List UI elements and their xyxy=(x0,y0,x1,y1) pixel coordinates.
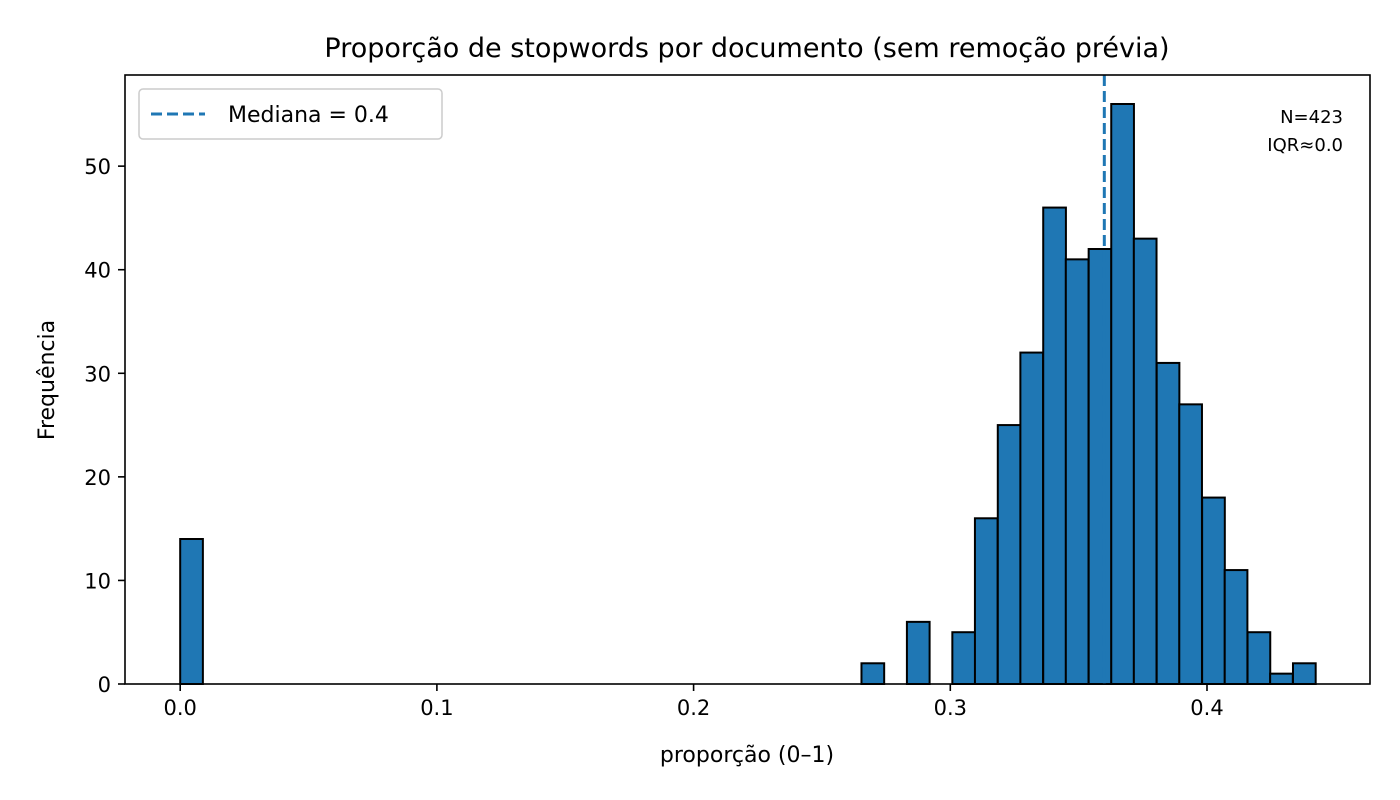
histogram-bar-10 xyxy=(1110,103,1135,685)
histogram-bar-4 xyxy=(973,517,999,685)
chart-title: Proporção de stopwords por documento (se… xyxy=(324,33,1169,64)
histogram-bar-9 xyxy=(1087,248,1113,685)
histogram-bar-8 xyxy=(1064,258,1090,685)
x-tick-label-0: 0.0 xyxy=(163,696,196,720)
y-tick-label-4: 40 xyxy=(84,259,111,283)
histogram-bar-14 xyxy=(1201,496,1226,686)
y-tick-label-0: 0 xyxy=(98,673,111,697)
y-axis-ticks: 0 10 20 30 40 50 xyxy=(84,155,125,697)
histogram-bar-17 xyxy=(1269,672,1294,686)
y-tick-label-2: 20 xyxy=(84,466,111,490)
y-tick-label-1: 10 xyxy=(84,569,111,593)
legend-box xyxy=(138,88,443,140)
histogram-bar-7 xyxy=(1042,206,1067,685)
legend: Mediana = 0.4 xyxy=(138,88,443,140)
y-tick-label-5: 50 xyxy=(84,155,111,179)
plot-frame xyxy=(124,74,1371,685)
histogram-bar-3 xyxy=(951,631,977,686)
histogram-bar-15 xyxy=(1223,569,1249,685)
histogram-bar-6 xyxy=(1019,351,1045,685)
x-tick-label-3: 0.3 xyxy=(934,696,967,720)
histogram-bar-1 xyxy=(860,662,886,685)
y-tick-label-3: 30 xyxy=(84,362,111,386)
annotation-iqr: IQR≈0.0 xyxy=(1267,135,1343,156)
histogram-bar-13 xyxy=(1178,403,1203,685)
histogram-bar-12 xyxy=(1155,361,1181,685)
x-tick-label-1: 0.1 xyxy=(420,696,453,720)
histogram-bar-0 xyxy=(179,538,204,685)
histogram-bar-5 xyxy=(996,424,1022,685)
x-axis-ticks: 0.0 0.1 0.2 0.3 0.4 xyxy=(163,684,1224,720)
y-axis-label: Frequência xyxy=(35,320,60,440)
x-axis-label: proporção (0–1) xyxy=(660,743,834,768)
histogram-bar-2 xyxy=(905,620,931,685)
x-tick-label-4: 0.4 xyxy=(1190,696,1223,720)
annotation-n: N=423 xyxy=(1280,107,1343,128)
histogram-bar-16 xyxy=(1246,631,1272,686)
histogram-bar-18 xyxy=(1291,662,1317,685)
legend-label: Mediana = 0.4 xyxy=(228,103,389,128)
histogram-bar-11 xyxy=(1132,237,1158,685)
x-tick-label-2: 0.2 xyxy=(677,696,710,720)
